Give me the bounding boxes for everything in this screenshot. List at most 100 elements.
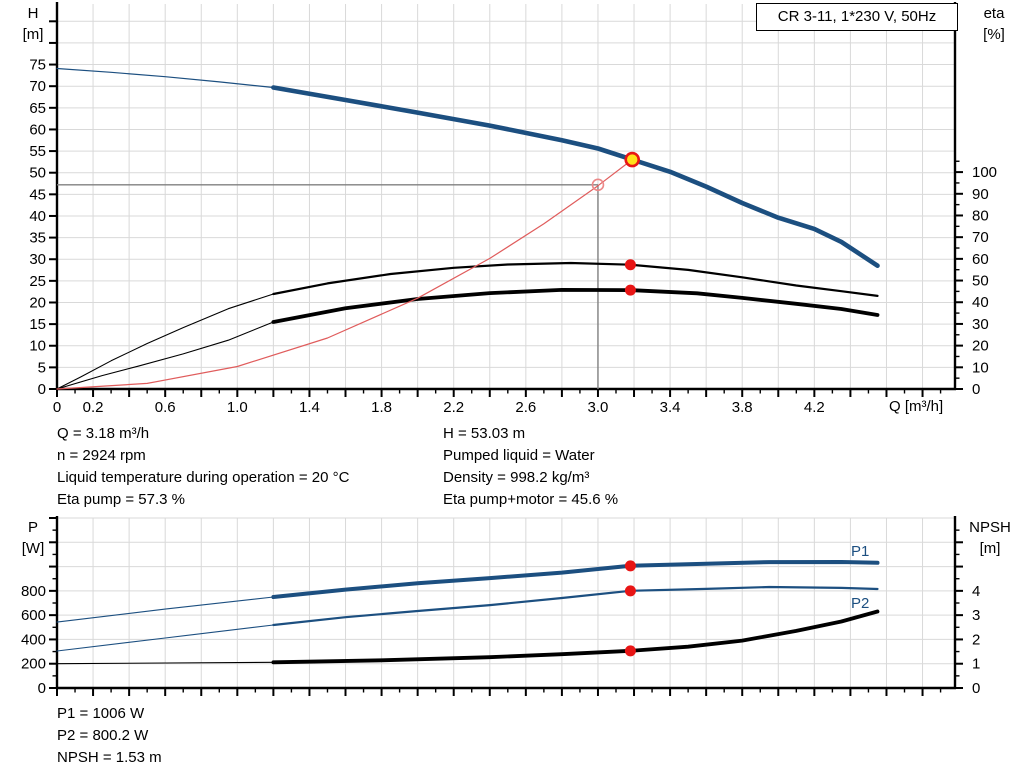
eta-axis-title-symbol: eta	[983, 5, 1005, 22]
operating-point[interactable]	[624, 151, 641, 168]
h-axis-title-symbol: H	[27, 5, 39, 22]
y-right-tick-label: 10	[972, 359, 989, 376]
y-left-tick-label: 75	[29, 57, 46, 74]
h-axis-title: H [m]	[16, 3, 50, 45]
x-tick-label: 0.2	[83, 399, 104, 416]
npsh-value-text: NPSH = 1.53 m	[57, 749, 162, 766]
npsh-axis-title-unit: [m]	[979, 540, 1001, 557]
y-left-tick-label: 600	[21, 607, 46, 624]
chart-title-box: CR 3-11, 1*230 V, 50Hz	[756, 3, 958, 31]
eta-pump-curve-extended	[56, 293, 274, 390]
eta-pump-motor-curve	[271, 288, 880, 324]
system-curve	[56, 159, 633, 390]
eta-pump-motor-point	[624, 284, 636, 296]
operating-data-left: Q = 3.18 m³/h n = 2924 rpm Liquid temper…	[57, 423, 349, 511]
p-axis-title-symbol: P	[27, 519, 38, 536]
y-left-tick-label: 15	[29, 316, 46, 333]
eta-pump-point	[624, 259, 636, 271]
y-right-tick-label: 70	[972, 229, 989, 246]
x-tick-label: 0.6	[155, 399, 176, 416]
x-tick-label: 2.2	[443, 399, 464, 416]
y-left-tick-label: 10	[29, 338, 46, 355]
y-left-tick-label: 200	[21, 656, 46, 673]
y-left-tick-label: 800	[21, 583, 46, 600]
x-tick-label: 3.0	[588, 399, 609, 416]
q-axis-label: Q [m³/h]	[889, 398, 944, 415]
speed-value-text: n = 2924 rpm	[57, 447, 146, 464]
eta-pump-text: Eta pump = 57.3 %	[57, 491, 185, 508]
y-right-tick-label: 90	[972, 186, 989, 203]
y-left-tick-label: 40	[29, 208, 46, 225]
x-tick-label: 4.2	[804, 399, 825, 416]
y-right-tick-label: 2	[972, 631, 980, 648]
y-right-tick-label: 0	[972, 680, 980, 697]
y-left-tick-label: 0	[38, 381, 46, 398]
npsh-axis-title-symbol: NPSH	[969, 519, 1011, 536]
y-right-tick-label: 1	[972, 656, 980, 673]
pump-title: CR 3-11, 1*230 V, 50Hz	[777, 8, 937, 25]
y-right-tick-label: 4	[972, 583, 980, 600]
y-left-tick-label: 60	[29, 121, 46, 138]
liquid-temperature-text: Liquid temperature during operation = 20…	[57, 469, 350, 486]
y-left-tick-label: 70	[29, 78, 46, 95]
x-tick-label: 3.8	[732, 399, 753, 416]
y-right-tick-label: 60	[972, 251, 989, 268]
y-right-tick-label: 3	[972, 607, 980, 624]
y-left-tick-label: 5	[38, 359, 46, 376]
operating-data-right: H = 53.03 m Pumped liquid = Water Densit…	[443, 423, 618, 511]
eta-pump-curve	[272, 261, 879, 297]
y-left-tick-label: 45	[29, 186, 46, 203]
p2-curve-extended	[56, 624, 274, 652]
density-text: Density = 998.2 kg/m³	[443, 469, 590, 486]
y-right-tick-label: 100	[972, 164, 997, 181]
p1-curve	[271, 560, 880, 599]
y-left-tick-label: 20	[29, 294, 46, 311]
y-left-tick-label: 65	[29, 100, 46, 117]
p2-point	[624, 585, 636, 597]
y-left-tick-label: 25	[29, 273, 46, 290]
power-results: P1 = 1006 W P2 = 800.2 W NPSH = 1.53 m	[57, 703, 162, 769]
p-axis-title-unit: [W]	[21, 540, 45, 557]
requested-duty-point	[591, 178, 605, 192]
q-value-text: Q = 3.18 m³/h	[57, 425, 150, 442]
x-tick-label: 1.4	[299, 399, 320, 416]
y-right-tick-label: 0	[972, 381, 980, 398]
npsh-curve-extended	[56, 661, 274, 665]
y-left-tick-label: 55	[29, 143, 46, 160]
x-tick-label: 1.8	[371, 399, 392, 416]
y-right-tick-label: 40	[972, 294, 989, 311]
npsh-axis-title: NPSH [m]	[960, 517, 1020, 559]
x-tick-label: 2.6	[515, 399, 536, 416]
y-right-tick-label: 80	[972, 207, 989, 224]
y-right-tick-label: 50	[972, 273, 989, 290]
eta-pump-motor-text: Eta pump+motor = 45.6 %	[443, 491, 619, 508]
p2-curve	[272, 585, 879, 627]
npsh-point	[624, 645, 636, 657]
p2-value-text: P2 = 800.2 W	[57, 727, 149, 744]
p1-value-text: P1 = 1006 W	[57, 705, 145, 722]
y-left-tick-label: 400	[21, 631, 46, 648]
p1-point	[624, 560, 636, 572]
npsh-curve	[271, 609, 880, 665]
h-axis-title-unit: [m]	[22, 26, 44, 43]
head-curve-extended	[56, 67, 274, 89]
x-tick-label: 1.0	[227, 399, 248, 416]
y-right-tick-label: 30	[972, 316, 989, 333]
p2-curve-label: P2	[851, 595, 870, 612]
p-axis-title: P [W]	[16, 517, 50, 559]
y-left-tick-label: 0	[38, 680, 46, 697]
eta-axis-title: eta [%]	[971, 3, 1017, 45]
x-tick-label: 3.4	[660, 399, 681, 416]
p1-curve-label: P1	[851, 543, 870, 560]
p1-curve-extended	[56, 596, 274, 623]
y-left-tick-label: 30	[29, 251, 46, 268]
eta-axis-title-unit: [%]	[983, 26, 1005, 43]
pumped-liquid-text: Pumped liquid = Water	[443, 447, 595, 464]
y-left-tick-label: 50	[29, 165, 46, 182]
y-right-tick-label: 20	[972, 338, 989, 355]
head-curve	[271, 85, 880, 268]
x-tick-label: 0	[53, 399, 61, 416]
eta-pump-motor-curve-extended	[56, 321, 274, 390]
